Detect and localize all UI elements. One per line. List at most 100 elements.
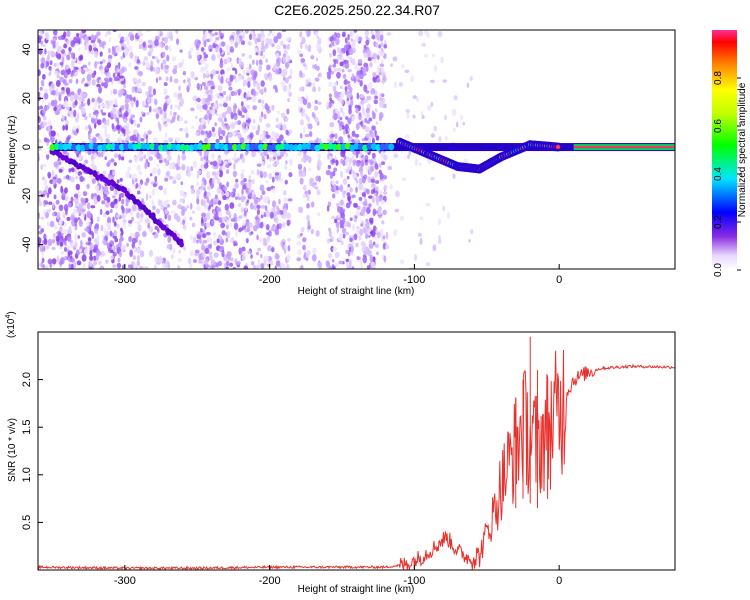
noise-speckle [364, 126, 370, 133]
snr-frame [38, 332, 675, 570]
noise-speckle [370, 30, 374, 36]
noise-speckle [232, 266, 237, 269]
noise-speckle [316, 65, 320, 71]
noise-speckle [284, 243, 288, 251]
noise-speckle [182, 224, 187, 230]
noise-speckle [362, 48, 367, 54]
noise-speckle [392, 56, 398, 62]
noise-speckle [118, 240, 122, 247]
noise-speckle [201, 212, 206, 218]
noise-speckle [116, 124, 121, 130]
noise-speckle [207, 186, 212, 191]
noise-speckle [198, 253, 202, 261]
noise-speckle [112, 252, 117, 257]
noise-speckle [281, 222, 286, 228]
noise-speckle [430, 177, 435, 181]
snr-x-ticks: -300 -200 -100 0 [114, 565, 562, 587]
noise-speckle [332, 64, 337, 68]
noise-speckle [361, 192, 366, 197]
noise-speckle [148, 156, 153, 161]
noise-speckle [339, 92, 345, 99]
noise-speckle [168, 162, 174, 170]
noise-speckle [224, 117, 227, 123]
noise-speckle [152, 88, 157, 96]
noise-speckle [360, 264, 364, 269]
noise-speckle [58, 161, 62, 166]
noise-speckle [95, 113, 99, 118]
noise-speckle [261, 161, 265, 166]
noise-speckle [105, 201, 110, 208]
noise-speckle [340, 149, 346, 158]
noise-speckle [401, 177, 407, 182]
noise-speckle [121, 211, 126, 219]
noise-speckle [356, 205, 361, 210]
x-tick-label: -100 [403, 575, 425, 587]
noise-speckle [167, 154, 172, 161]
noise-speckle [272, 187, 275, 194]
noise-speckle [141, 198, 145, 202]
noise-speckle [128, 62, 132, 68]
noise-speckle [46, 154, 49, 161]
noise-speckle [107, 160, 111, 165]
noise-speckle [374, 180, 380, 184]
noise-speckle [111, 50, 116, 56]
noise-speckle [172, 247, 176, 254]
noise-speckle [348, 222, 352, 228]
noise-speckle [165, 159, 168, 167]
noise-speckle [46, 208, 51, 213]
noise-speckle [393, 81, 397, 89]
noise-speckle [345, 100, 351, 106]
noise-speckle [259, 173, 264, 179]
noise-speckle [221, 249, 225, 258]
noise-speckle [246, 227, 251, 233]
noise-speckle [271, 200, 277, 208]
noise-speckle [60, 256, 65, 265]
noise-speckle [274, 228, 280, 236]
noise-speckle [366, 96, 372, 101]
noise-speckle [135, 99, 139, 108]
noise-speckle [346, 55, 351, 60]
noise-speckle [42, 108, 47, 115]
noise-speckle [247, 90, 250, 98]
noise-speckle [307, 116, 311, 123]
noise-speckle [352, 150, 357, 156]
noise-speckle [229, 221, 233, 229]
noise-speckle [116, 179, 120, 184]
noise-speckle [105, 259, 109, 264]
noise-speckle [90, 218, 94, 225]
noise-speckle [369, 159, 373, 166]
noise-speckle [328, 52, 332, 58]
noise-speckle [347, 68, 353, 73]
noise-speckle [259, 170, 264, 175]
noise-speckle [86, 202, 91, 210]
noise-speckle [328, 81, 333, 87]
noise-speckle [347, 134, 350, 139]
noise-speckle [354, 104, 358, 109]
noise-speckle [200, 117, 206, 126]
noise-speckle [242, 224, 247, 230]
noise-speckle [187, 50, 192, 56]
noise-speckle [314, 77, 320, 82]
noise-speckle [115, 46, 121, 54]
noise-speckle [88, 44, 93, 52]
noise-speckle [328, 44, 332, 48]
noise-speckle [350, 99, 354, 106]
noise-speckle [296, 241, 302, 246]
noise-speckle [206, 196, 210, 204]
noise-speckle [371, 34, 376, 40]
noise-speckle [275, 68, 280, 75]
noise-speckle [113, 76, 119, 82]
spectrogram-x-label: Height of straight line (km) [298, 286, 415, 297]
noise-speckle [164, 177, 169, 182]
noise-speckle [189, 216, 193, 221]
noise-speckle [218, 113, 223, 119]
noise-speckle [91, 50, 94, 55]
carrier-blob [123, 143, 130, 151]
noise-speckle [363, 98, 369, 103]
noise-speckle [275, 87, 278, 93]
noise-speckle [312, 81, 316, 89]
noise-speckle [107, 112, 111, 118]
noise-speckle [107, 133, 110, 140]
noise-speckle [61, 114, 65, 121]
